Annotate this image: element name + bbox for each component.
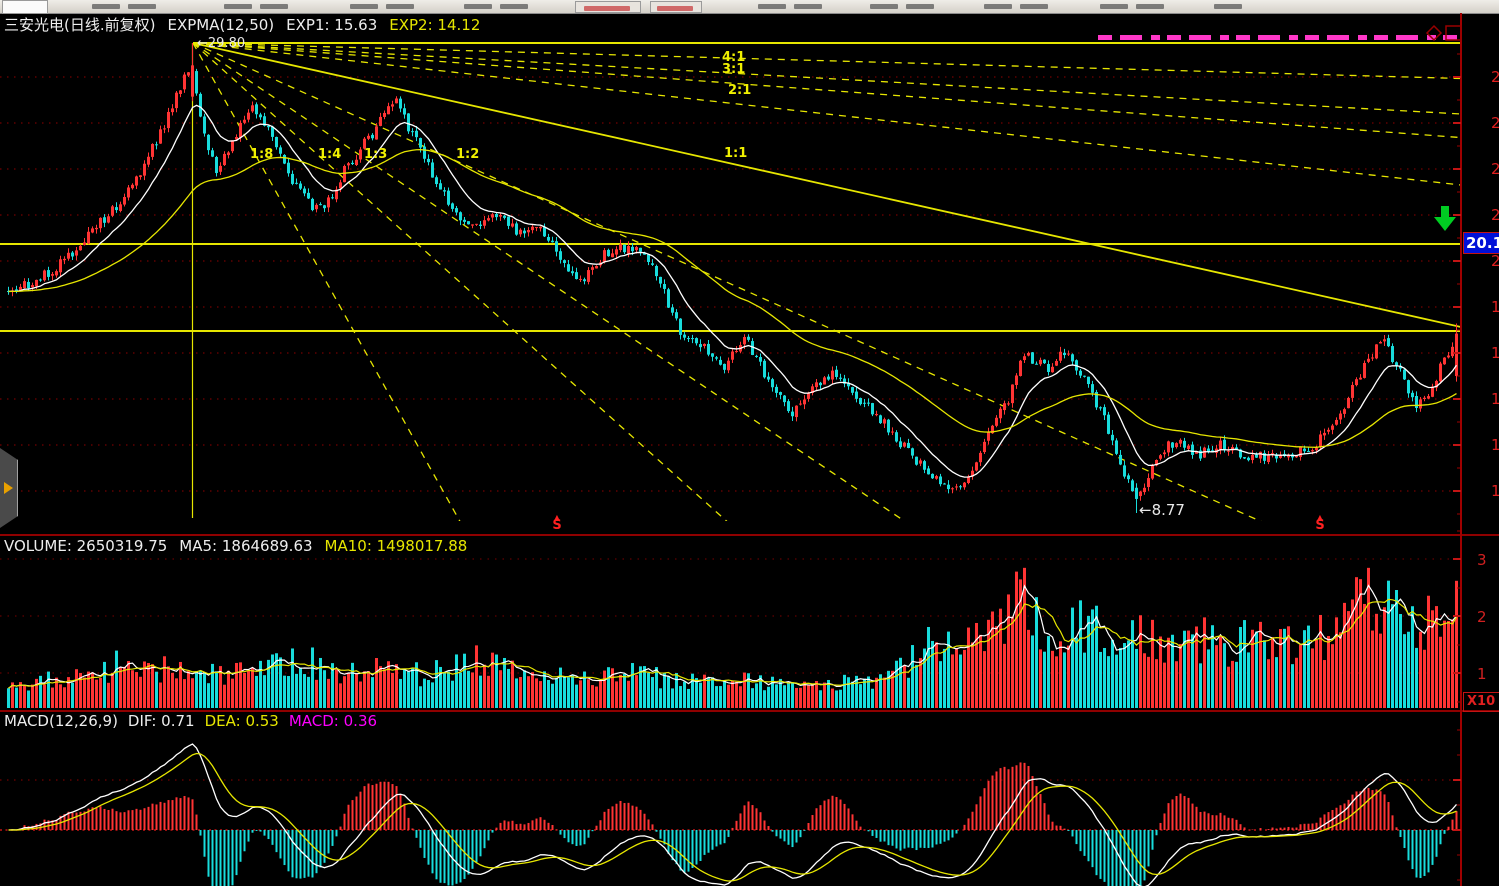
high-price-annotation: ←29.80 <box>197 36 246 51</box>
volume-ma5-value: MA5: 1864689.63 <box>179 537 313 555</box>
menu-item-stub[interactable] <box>224 4 252 9</box>
square-tool-icon[interactable] <box>1445 25 1462 41</box>
candlestick-series <box>7 43 1458 514</box>
menu-button-stub[interactable] <box>575 1 641 13</box>
gann-fan <box>191 42 1461 521</box>
price-axis-label-clipped: 1 <box>1491 482 1499 500</box>
green-down-arrow-icon <box>1434 206 1456 231</box>
dif-value: DIF: 0.71 <box>127 712 195 730</box>
menu-item-stub[interactable] <box>984 4 1012 9</box>
menu-item-stub[interactable] <box>794 4 822 9</box>
dea-value: DEA: 0.53 <box>204 712 279 730</box>
menu-item-stub[interactable] <box>128 4 156 9</box>
signal-triangle-icon: ▲ <box>553 513 561 522</box>
menu-bar[interactable] <box>0 0 1499 14</box>
menu-item-stub[interactable] <box>350 4 378 9</box>
volume-bars <box>7 567 1458 708</box>
menu-item-stub[interactable] <box>870 4 898 9</box>
macd-header: MACD(12,26,9) DIF: 0.71 DEA: 0.53 MACD: 0.3… <box>4 712 377 730</box>
sell-signal-marker: ▲ S <box>1312 513 1328 533</box>
right-axis-ticks <box>1453 53 1461 881</box>
price-axis-label-clipped: 1 <box>1491 344 1499 362</box>
price-alert-tag[interactable]: 20.1 <box>1463 232 1499 254</box>
price-axis-label-clipped: 2 <box>1491 160 1499 178</box>
gann-ratio-label: 1:4 <box>318 147 342 162</box>
menu-button-stub[interactable] <box>650 1 702 13</box>
menu-item-stub[interactable] <box>464 4 492 9</box>
gann-ratio-label: 3:1 <box>722 62 746 77</box>
expand-arrow-icon <box>4 482 13 494</box>
price-axis-label-clipped: 2 <box>1491 252 1499 270</box>
sidebar-expand-handle[interactable] <box>0 448 18 528</box>
price-axis-label-clipped: 2 <box>1491 114 1499 132</box>
gann-ratio-label: 1:3 <box>364 147 388 162</box>
menu-item-stub[interactable] <box>260 4 288 9</box>
diamond-tool-icon[interactable] <box>1425 24 1443 42</box>
indicator-name: EXPMA(12,50) <box>167 16 275 34</box>
volume-axis-tick: 1 <box>1477 665 1487 683</box>
volume-axis-tick: 3 <box>1477 551 1487 569</box>
menu-item-stub[interactable] <box>500 4 528 9</box>
volume-axis-tick: 2 <box>1477 608 1487 626</box>
price-axis-label-clipped: 2 <box>1491 206 1499 224</box>
low-price-annotation: ←8.77 <box>1139 501 1185 519</box>
menu-item-stub[interactable] <box>1136 4 1164 9</box>
macd-params: MACD(12,26,9) <box>4 712 118 730</box>
menu-item-stub[interactable] <box>906 4 934 9</box>
menu-item-stub[interactable] <box>386 4 414 9</box>
menu-item-stub[interactable] <box>92 4 120 9</box>
exp1-value: EXP1: 15.63 <box>286 16 378 34</box>
gann-ratio-label: 4:1 <box>722 50 746 65</box>
gann-ratio-label: 2:1 <box>728 83 752 98</box>
volume-ma10-value: MA10: 1498017.88 <box>324 537 468 555</box>
macd-value: MACD: 0.36 <box>288 712 378 730</box>
volume-value: VOLUME: 2650319.75 <box>4 537 168 555</box>
gann-ratio-label: 1:1 <box>724 146 748 161</box>
volume-scale-label: X10 <box>1463 692 1499 712</box>
exp2-value: EXP2: 14.12 <box>389 16 481 34</box>
gann-ratio-label: 1:2 <box>456 147 480 162</box>
chart-header: 三安光电(日线.前复权) EXPMA(12,50) EXP1: 15.63 EXP2:… <box>4 14 492 35</box>
price-axis-label-clipped: 1 <box>1491 298 1499 316</box>
volume-header: VOLUME: 2650319.75 MA5: 1864689.63 MA10: 1… <box>4 537 467 555</box>
macd-dif-dea-lines <box>8 743 1457 886</box>
menu-item-stub[interactable] <box>1100 4 1128 9</box>
symbol-title: 三安光电(日线.前复权) <box>4 16 156 34</box>
menu-item-stub[interactable] <box>758 4 786 9</box>
price-axis-label-clipped: 1 <box>1491 436 1499 454</box>
menu-item-stub[interactable] <box>1020 4 1048 9</box>
menu-logo-stub[interactable] <box>2 0 48 14</box>
gann-ratio-label: 1:8 <box>250 147 274 162</box>
sell-signal-marker: ▲ S <box>549 513 565 533</box>
expma-lines <box>8 104 1458 478</box>
price-axis-label-clipped: 2 <box>1491 68 1499 86</box>
volume-ma-lines <box>8 584 1458 689</box>
signal-triangle-icon: ▲ <box>1316 513 1324 522</box>
menu-item-stub[interactable] <box>1214 4 1242 9</box>
macd-histogram <box>19 762 1458 886</box>
price-axis-label-clipped: 1 <box>1491 390 1499 408</box>
